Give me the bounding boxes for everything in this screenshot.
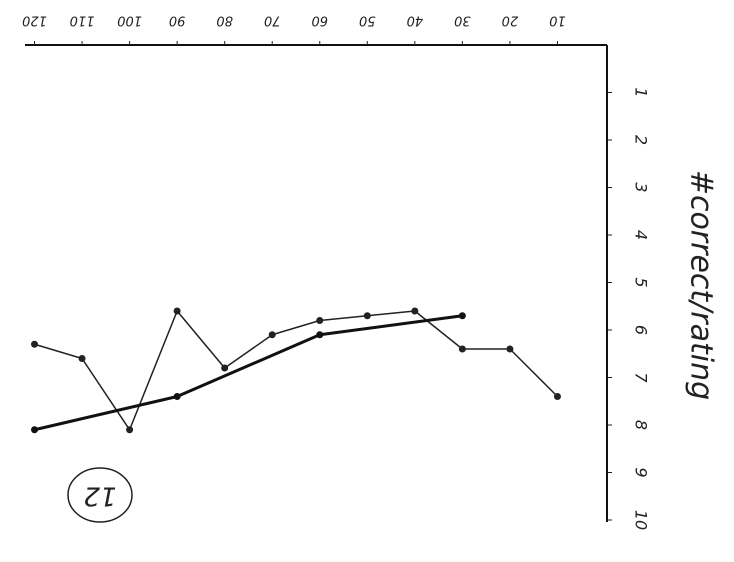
chart: #correct/rating 12 120110100908070605040…: [0, 0, 734, 562]
background: [0, 0, 734, 562]
y-tick-label: 5: [632, 277, 651, 287]
y-tick-label: 9: [632, 467, 651, 477]
x-tick-label: 120: [22, 13, 47, 28]
y-tick-label: 10: [632, 510, 651, 530]
point: [316, 317, 323, 324]
point: [554, 393, 561, 400]
point: [411, 308, 418, 315]
x-tick-label: 20: [502, 13, 519, 28]
y-tick-label: 1: [632, 87, 651, 97]
point: [459, 346, 466, 353]
y-tick-label: 2: [632, 135, 651, 145]
point: [221, 365, 228, 372]
x-tick-label: 70: [264, 13, 281, 28]
point: [126, 426, 133, 433]
point: [31, 341, 38, 348]
point: [79, 355, 86, 362]
x-tick-label: 60: [311, 13, 328, 28]
x-tick-label: 100: [117, 13, 142, 28]
point: [506, 346, 513, 353]
y-axis-title: #correct/rating: [684, 170, 719, 400]
y-tick-label: 7: [632, 372, 651, 383]
point: [316, 331, 323, 338]
point: [364, 312, 371, 319]
point: [31, 426, 38, 433]
x-tick-label: 40: [407, 13, 424, 28]
x-tick-label: 90: [169, 13, 186, 28]
y-tick-label: 6: [632, 325, 651, 335]
y-tick-label: 4: [632, 230, 651, 240]
point: [174, 393, 181, 400]
x-tick-label: 110: [70, 13, 95, 28]
annotation: 12: [83, 481, 116, 511]
x-tick-label: 80: [216, 13, 233, 28]
x-tick-label: 30: [454, 13, 471, 28]
x-tick-label: 10: [549, 13, 566, 28]
y-tick-label: 8: [632, 420, 651, 430]
y-tick-label: 3: [632, 182, 651, 192]
point: [269, 331, 276, 338]
point: [174, 308, 181, 315]
x-tick-label: 50: [359, 13, 376, 28]
point: [459, 312, 466, 319]
